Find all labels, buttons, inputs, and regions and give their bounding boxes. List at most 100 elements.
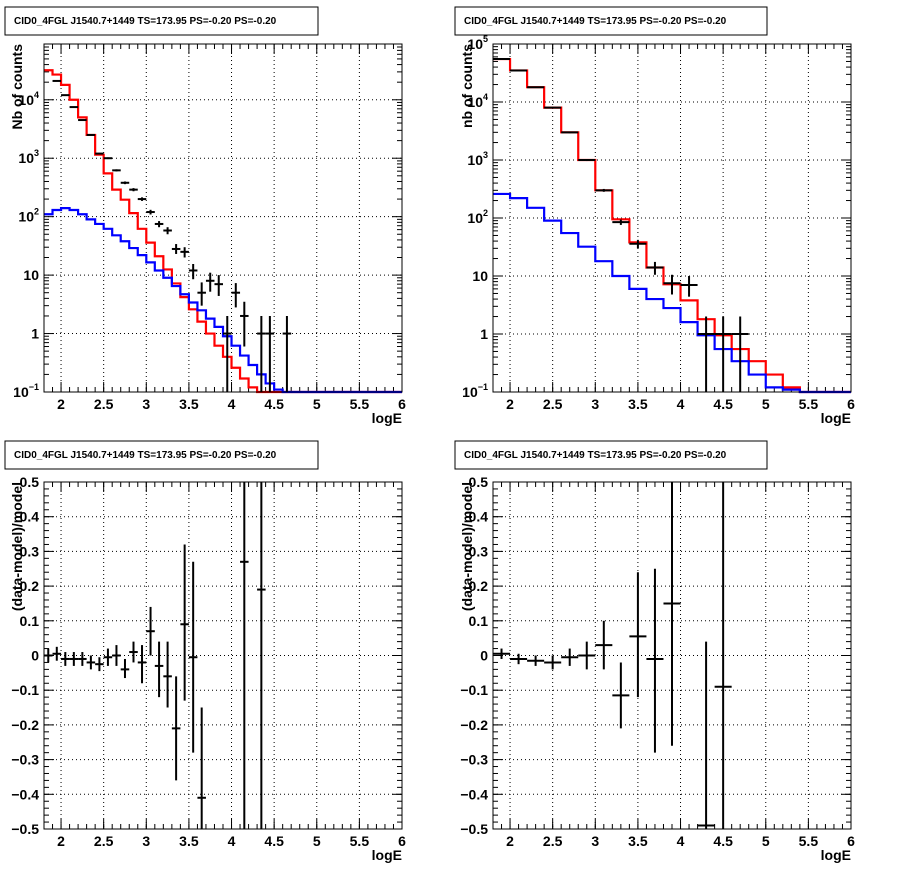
y-tick-label: 10−1 xyxy=(13,382,39,400)
data-point xyxy=(163,227,172,235)
data-point xyxy=(86,133,96,136)
y-tick-label: 1 xyxy=(31,326,39,342)
data-point xyxy=(61,94,70,97)
title-box xyxy=(4,440,319,470)
data-point xyxy=(103,157,113,160)
residual-point xyxy=(493,648,511,659)
data-point xyxy=(697,316,715,392)
histogram-series-1 xyxy=(44,69,402,394)
data-point xyxy=(180,247,189,258)
y-tick-label: 102 xyxy=(18,207,39,225)
data-point xyxy=(240,301,249,347)
x-tick-label: 2.5 xyxy=(94,833,114,849)
y-tick-label: 1 xyxy=(480,326,488,342)
data-point xyxy=(257,315,266,392)
x-tick-label: 2 xyxy=(506,396,514,412)
residual-point xyxy=(120,658,130,679)
x-tick-label: 3.5 xyxy=(628,396,648,412)
y-tick-label: 105 xyxy=(467,34,488,52)
x-tick-label: 6 xyxy=(398,396,406,412)
histogram-series-2 xyxy=(493,192,851,394)
data-point xyxy=(129,188,138,192)
data-point xyxy=(595,188,613,192)
x-tick-label: 2 xyxy=(57,833,65,849)
y-tick-label: 0.4 xyxy=(469,509,489,525)
x-tick-label: 5 xyxy=(313,396,321,412)
y-tick-label: 0.4 xyxy=(20,509,40,525)
chart-title: CID0_4FGL J1540.7+1449 TS=173.95 PS=-0.2… xyxy=(464,16,727,27)
histogram-series-2 xyxy=(44,207,402,394)
x-tick-label: 3.5 xyxy=(628,833,648,849)
y-tick-label: −0.4 xyxy=(460,786,488,802)
data-point xyxy=(78,119,87,122)
y-tick-label: 0.2 xyxy=(469,578,489,594)
residual-point xyxy=(154,641,164,698)
y-tick-label: 103 xyxy=(18,148,39,166)
x-tick-label: 4.5 xyxy=(264,396,284,412)
data-point xyxy=(714,316,732,392)
residual-point xyxy=(180,544,189,701)
y-tick-label: 0.5 xyxy=(20,474,40,490)
x-tick-label: 4 xyxy=(677,833,685,849)
x-tick-label: 5.5 xyxy=(799,396,819,412)
residual-point xyxy=(257,482,266,829)
chart-title: CID0_4FGL J1540.7+1449 TS=173.95 PS=-0.2… xyxy=(464,450,727,461)
residual-point xyxy=(629,572,647,698)
residual-point xyxy=(663,482,681,746)
y-tick-label: 0.1 xyxy=(469,613,489,629)
data-point xyxy=(561,131,579,134)
data-point xyxy=(146,209,155,215)
y-tick-label: 104 xyxy=(18,90,39,108)
residual-point xyxy=(646,568,664,753)
residual-point xyxy=(61,652,70,666)
y-tick-label: 0.5 xyxy=(469,474,489,490)
x-tick-label: 2 xyxy=(506,833,514,849)
x-tick-label: 3 xyxy=(142,396,150,412)
residual-point xyxy=(697,641,715,829)
x-axis-label: logE xyxy=(372,847,402,863)
x-tick-label: 4.5 xyxy=(264,833,284,849)
x-axis-label: logE xyxy=(821,410,851,426)
x-tick-label: 5.5 xyxy=(350,396,370,412)
y-tick-label: 10−1 xyxy=(462,382,488,400)
title-box xyxy=(4,6,319,36)
data-point xyxy=(95,152,104,155)
chart-panel-1: CID0_4FGL J1540.7+1449 TS=173.95 PS=-0.2… xyxy=(4,6,406,426)
x-tick-label: 3 xyxy=(591,833,599,849)
data-point xyxy=(510,69,528,72)
residual-point xyxy=(44,648,53,663)
residual-point xyxy=(578,641,596,670)
x-tick-label: 3.5 xyxy=(179,396,199,412)
chart-title: CID0_4FGL J1540.7+1449 TS=173.95 PS=-0.2… xyxy=(14,16,277,27)
data-point xyxy=(197,282,206,306)
x-tick-label: 3 xyxy=(591,396,599,412)
data-point xyxy=(612,219,630,225)
data-point xyxy=(137,197,147,201)
residual-point xyxy=(69,652,79,666)
y-axis-label: nb of counts xyxy=(459,44,475,128)
x-tick-label: 2 xyxy=(57,396,65,412)
y-tick-label: −0.1 xyxy=(11,682,39,698)
y-tick-label: 0.2 xyxy=(20,578,40,594)
residual-point xyxy=(52,646,62,661)
plot-frame xyxy=(43,481,403,830)
plot-frame xyxy=(492,481,852,830)
y-tick-label: −0.3 xyxy=(11,752,39,768)
data-point xyxy=(663,274,681,295)
y-tick-label: 103 xyxy=(467,150,488,168)
plot-frame xyxy=(492,43,852,393)
y-tick-label: 0 xyxy=(31,648,39,664)
data-point xyxy=(69,106,79,109)
residual-point xyxy=(612,662,630,729)
x-tick-label: 3 xyxy=(142,833,150,849)
y-tick-label: 0 xyxy=(480,648,488,664)
y-axis-label: (data-model)/model xyxy=(459,482,475,611)
residual-point xyxy=(129,641,138,663)
y-tick-label: −0.2 xyxy=(11,717,39,733)
data-point xyxy=(171,244,181,254)
y-tick-label: −0.5 xyxy=(11,821,39,837)
chart-panel-4: CID0_4FGL J1540.7+1449 TS=173.95 PS=-0.2… xyxy=(454,440,855,863)
x-tick-label: 4 xyxy=(677,396,685,412)
residual-point xyxy=(78,652,87,666)
residual-point xyxy=(561,648,579,666)
